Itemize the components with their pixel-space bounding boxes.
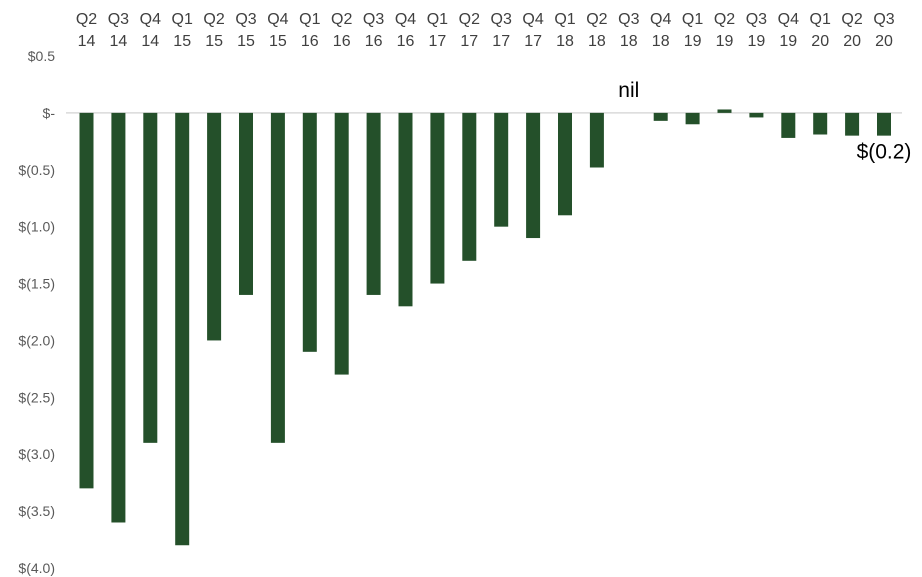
bar bbox=[813, 112, 828, 135]
x-tick-year: 19 bbox=[748, 33, 766, 50]
x-tick-year: 14 bbox=[141, 33, 159, 50]
annotation-label: nil bbox=[618, 79, 639, 102]
x-tick-quarter: Q3 bbox=[363, 11, 384, 28]
x-tick-year: 18 bbox=[556, 33, 574, 50]
x-tick-quarter: Q2 bbox=[841, 11, 862, 28]
x-tick-quarter: Q2 bbox=[331, 11, 352, 28]
x-tick-year: 16 bbox=[397, 33, 415, 50]
y-tick-label: $(3.5) bbox=[18, 503, 55, 519]
bar bbox=[494, 112, 509, 227]
x-tick-year: 16 bbox=[333, 33, 351, 50]
y-axis: $0.5 $- $(0.5) $(1.0) $(1.5) $(2.0) $(2.5) $(3.… bbox=[18, 48, 55, 576]
x-tick-quarter: Q2 bbox=[714, 11, 735, 28]
bar bbox=[302, 112, 317, 352]
x-tick-quarter: Q1 bbox=[427, 11, 448, 28]
y-tick-label: $(2.0) bbox=[18, 332, 55, 348]
x-tick-quarter: Q3 bbox=[235, 11, 256, 28]
bar bbox=[270, 112, 285, 443]
bar bbox=[877, 112, 891, 136]
x-tick-year: 18 bbox=[652, 33, 670, 50]
bar bbox=[781, 112, 796, 138]
y-tick-label: $(2.5) bbox=[18, 389, 55, 405]
x-tick-quarter: Q3 bbox=[873, 11, 894, 28]
bar bbox=[845, 112, 860, 136]
x-tick-quarter: Q1 bbox=[682, 11, 703, 28]
x-axis: Q2 14 Q3 14 Q4 14 Q1 15 Q2 15 Q3 15 Q4 15 Q1 16 Q2 16 Q3 16… bbox=[76, 11, 895, 50]
x-tick-year: 19 bbox=[779, 33, 797, 50]
x-tick-year: 17 bbox=[524, 33, 542, 50]
bar bbox=[207, 112, 222, 341]
annotation-label: $(0.2) bbox=[857, 141, 912, 164]
x-tick-quarter: Q4 bbox=[267, 11, 288, 28]
bar bbox=[398, 112, 413, 307]
y-tick-label: $- bbox=[43, 105, 56, 121]
x-tick-quarter: Q4 bbox=[650, 11, 671, 28]
x-tick-year: 17 bbox=[460, 33, 478, 50]
x-tick-year: 17 bbox=[429, 33, 447, 50]
bar bbox=[334, 112, 349, 375]
x-tick-quarter: Q3 bbox=[618, 11, 639, 28]
x-tick-quarter: Q2 bbox=[76, 11, 97, 28]
y-tick-label: $0.5 bbox=[28, 48, 55, 64]
bar bbox=[526, 112, 541, 239]
x-tick-year: 15 bbox=[237, 33, 255, 50]
bar bbox=[653, 112, 668, 121]
x-tick-quarter: Q4 bbox=[778, 11, 799, 28]
x-tick-quarter: Q4 bbox=[140, 11, 161, 28]
bar bbox=[239, 112, 253, 295]
x-tick-year: 20 bbox=[811, 33, 829, 50]
x-tick-year: 15 bbox=[205, 33, 223, 50]
x-tick-quarter: Q1 bbox=[299, 11, 320, 28]
x-tick-quarter: Q1 bbox=[554, 11, 575, 28]
x-tick-quarter: Q1 bbox=[172, 11, 193, 28]
x-tick-quarter: Q2 bbox=[203, 11, 224, 28]
bar bbox=[749, 112, 764, 118]
bar bbox=[462, 112, 477, 261]
bar bbox=[558, 112, 572, 216]
x-tick-quarter: Q3 bbox=[491, 11, 512, 28]
x-tick-year: 19 bbox=[716, 33, 734, 50]
x-tick-quarter: Q4 bbox=[522, 11, 543, 28]
x-tick-year: 14 bbox=[78, 33, 96, 50]
x-tick-year: 18 bbox=[588, 33, 606, 50]
bar bbox=[430, 112, 445, 284]
x-tick-year: 20 bbox=[875, 33, 893, 50]
x-tick-year: 16 bbox=[301, 33, 319, 50]
y-tick-label: $(3.0) bbox=[18, 446, 55, 462]
x-tick-year: 15 bbox=[269, 33, 287, 50]
x-tick-year: 14 bbox=[110, 33, 128, 50]
x-tick-year: 16 bbox=[365, 33, 383, 50]
x-tick-year: 20 bbox=[843, 33, 861, 50]
bar bbox=[143, 112, 158, 443]
x-tick-quarter: Q3 bbox=[746, 11, 767, 28]
x-tick-quarter: Q2 bbox=[586, 11, 607, 28]
y-tick-label: $(1.5) bbox=[18, 276, 55, 292]
x-tick-quarter: Q1 bbox=[810, 11, 831, 28]
bars bbox=[79, 109, 891, 546]
x-tick-year: 15 bbox=[173, 33, 191, 50]
x-tick-year: 18 bbox=[620, 33, 638, 50]
x-tick-year: 19 bbox=[684, 33, 702, 50]
bar bbox=[366, 112, 381, 295]
annotations: nil $(0.2) bbox=[618, 79, 911, 163]
y-tick-label: $(4.0) bbox=[18, 560, 55, 576]
x-tick-quarter: Q2 bbox=[459, 11, 480, 28]
bar bbox=[79, 112, 94, 489]
y-tick-label: $(1.0) bbox=[18, 219, 55, 235]
bar bbox=[111, 112, 126, 523]
bar bbox=[175, 112, 190, 546]
x-tick-year: 17 bbox=[492, 33, 510, 50]
x-tick-quarter: Q4 bbox=[395, 11, 416, 28]
bar bbox=[589, 112, 604, 168]
x-tick-quarter: Q3 bbox=[108, 11, 129, 28]
y-tick-label: $(0.5) bbox=[18, 162, 55, 178]
bar bbox=[717, 109, 732, 113]
bar bbox=[685, 112, 700, 125]
